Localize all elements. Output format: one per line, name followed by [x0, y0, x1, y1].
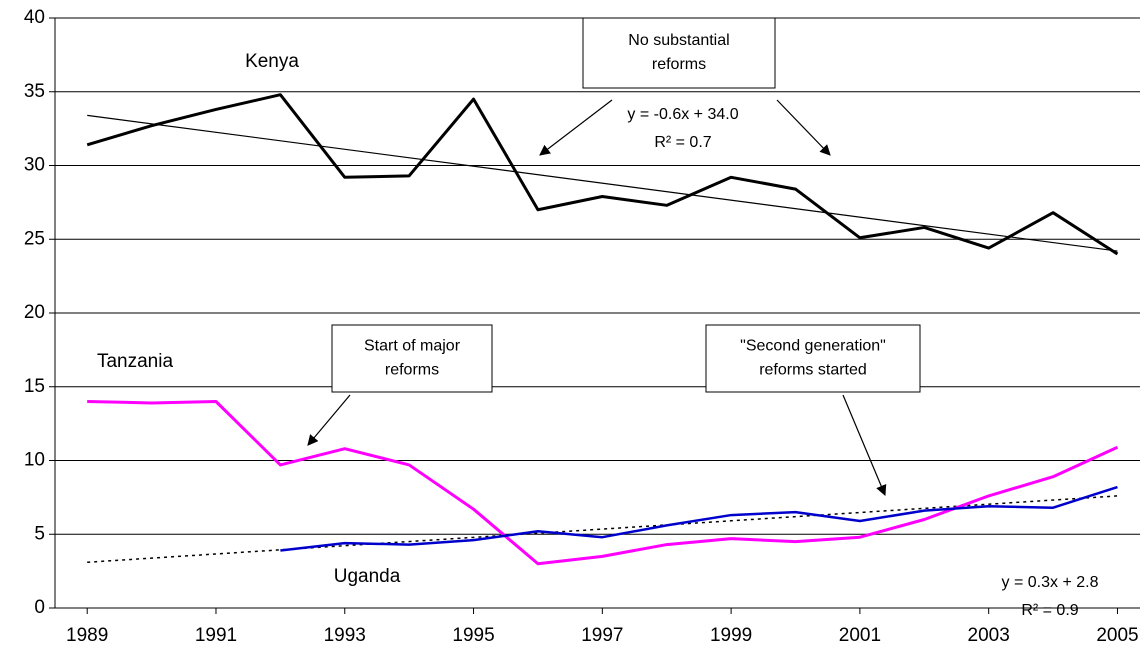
callout-text: reforms started [759, 362, 867, 379]
y-tick-label: 40 [24, 7, 45, 28]
x-tick-label: 2001 [839, 625, 881, 646]
y-tick-label: 0 [34, 597, 45, 618]
callout-text: No substantial [628, 32, 729, 49]
callout-arrow [307, 394, 351, 446]
callout-text: Start of major [364, 338, 461, 355]
trend-line [87, 114, 1118, 252]
callout-box [331, 324, 493, 393]
equation: y = 0.3x + 2.8 [1002, 574, 1099, 591]
x-tick-label: 1989 [66, 625, 108, 646]
equation: R² = 0.9 [1021, 602, 1078, 619]
y-tick-label: 30 [24, 155, 45, 176]
y-tick-label: 25 [24, 228, 45, 249]
callout-text: reforms [385, 362, 439, 379]
data-line [86, 93, 1119, 256]
x-tick-label: 1995 [452, 625, 494, 646]
y-tick-label: 15 [24, 376, 45, 397]
callout-arrow [776, 99, 831, 156]
x-tick-label: 1991 [195, 625, 237, 646]
y-tick-label: 5 [34, 523, 45, 544]
x-tick-label: 1999 [710, 625, 752, 646]
equation: y = -0.6x + 34.0 [627, 106, 738, 123]
x-tick-label: 1993 [324, 625, 366, 646]
callout-arrow [842, 394, 887, 496]
series-label: Kenya [245, 51, 299, 72]
callout-text: reforms [652, 56, 706, 73]
series-label: Tanzania [97, 351, 173, 372]
x-tick-label: 2005 [1096, 625, 1138, 646]
x-tick-label: 2003 [968, 625, 1010, 646]
callout-box [705, 324, 921, 393]
callout-box [582, 17, 776, 89]
callout-text: "Second generation" [740, 338, 886, 355]
data-line [87, 400, 1119, 566]
y-tick-label: 35 [24, 81, 45, 102]
y-tick-label: 10 [24, 450, 45, 471]
y-tick-label: 20 [24, 302, 45, 323]
x-tick-label: 1997 [581, 625, 623, 646]
callout-arrow [539, 99, 613, 156]
equation: R² = 0.7 [654, 134, 711, 151]
series-label: Uganda [334, 566, 401, 587]
data-line [280, 485, 1118, 552]
